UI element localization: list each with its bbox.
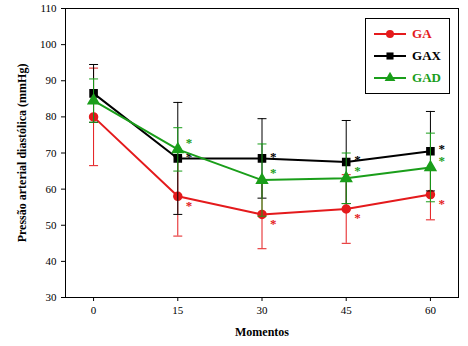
svg-text:*: * [438,196,445,211]
svg-text:60: 60 [46,183,58,195]
svg-text:100: 100 [40,38,57,50]
svg-text:*: * [438,153,445,168]
svg-text:*: * [270,165,277,180]
svg-text:Momentos: Momentos [235,325,289,339]
svg-text:90: 90 [46,74,58,86]
svg-text:30: 30 [257,304,269,316]
svg-text:50: 50 [46,219,58,231]
svg-text:30: 30 [46,291,58,303]
html-text:GAX: GAX [412,48,441,63]
svg-text:80: 80 [46,110,58,122]
svg-text:*: * [186,149,193,164]
svg-text:60: 60 [425,304,437,316]
svg-text:45: 45 [341,304,353,316]
svg-text:110: 110 [40,2,57,14]
svg-text:70: 70 [46,147,58,159]
svg-text:0: 0 [91,304,97,316]
svg-text:15: 15 [172,304,184,316]
svg-text:40: 40 [46,255,58,267]
svg-text:*: * [270,216,277,231]
svg-text:*: * [354,163,361,178]
svg-text:*: * [186,135,193,150]
svg-text:*: * [354,210,361,225]
svg-text:*: * [186,198,193,213]
html-text:GAD: GAD [412,70,441,85]
svg-text:Pressão arterial diastólica (m: Pressão arterial diastólica (mmHg) [15,64,29,243]
svg-text:*: * [270,149,277,164]
html-text:GA: GA [412,26,432,41]
